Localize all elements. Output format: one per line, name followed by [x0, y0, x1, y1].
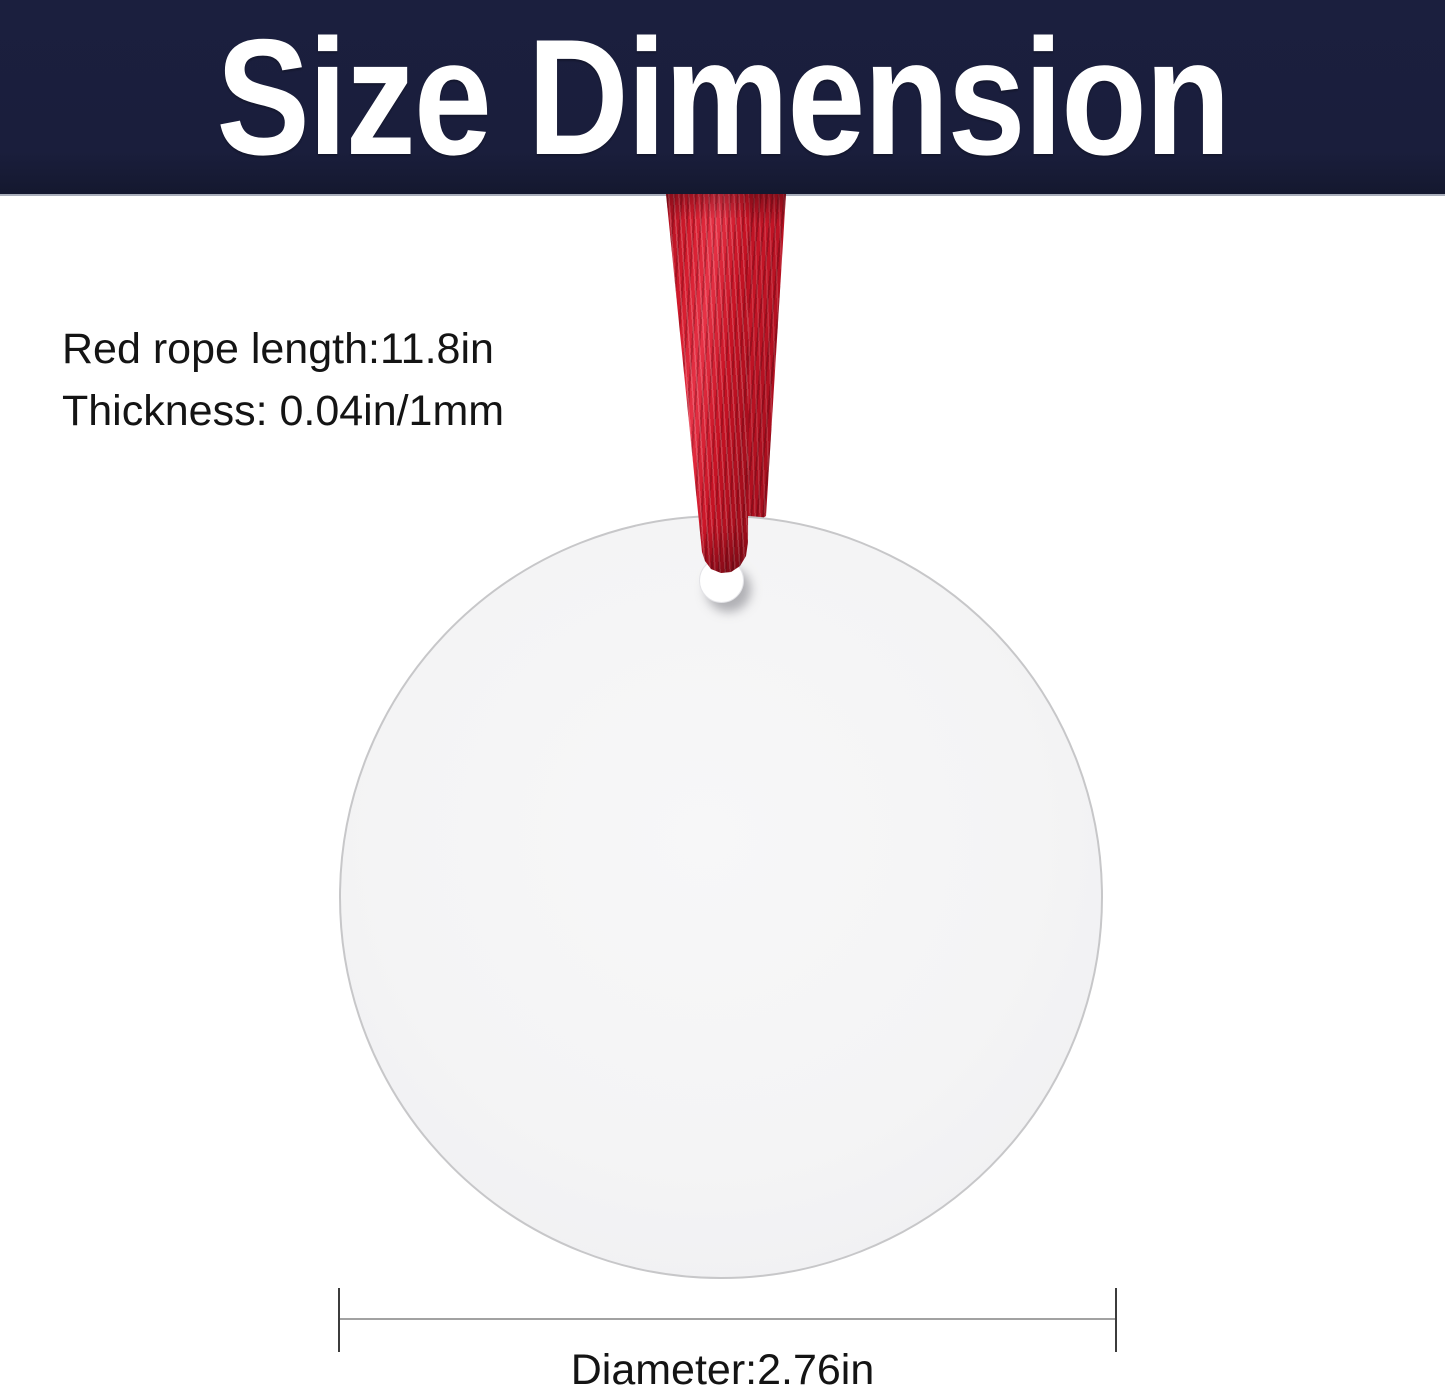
diameter-label: Diameter:2.76in: [570, 1346, 875, 1389]
rope-length-label: Red rope length:11.8in: [62, 325, 494, 373]
ornament-disc: [339, 515, 1103, 1279]
diameter-line-left-cap: [338, 1288, 340, 1352]
header-banner: Size Dimension: [0, 0, 1445, 196]
diameter-line: [339, 1318, 1117, 1320]
rope-annotation-block: Red rope length:11.8in Thickness: 0.04in…: [62, 318, 504, 442]
page-title: Size Dimension: [216, 5, 1230, 189]
diameter-line-right-cap: [1115, 1288, 1117, 1352]
thickness-label: Thickness: 0.04in/1mm: [62, 387, 505, 435]
